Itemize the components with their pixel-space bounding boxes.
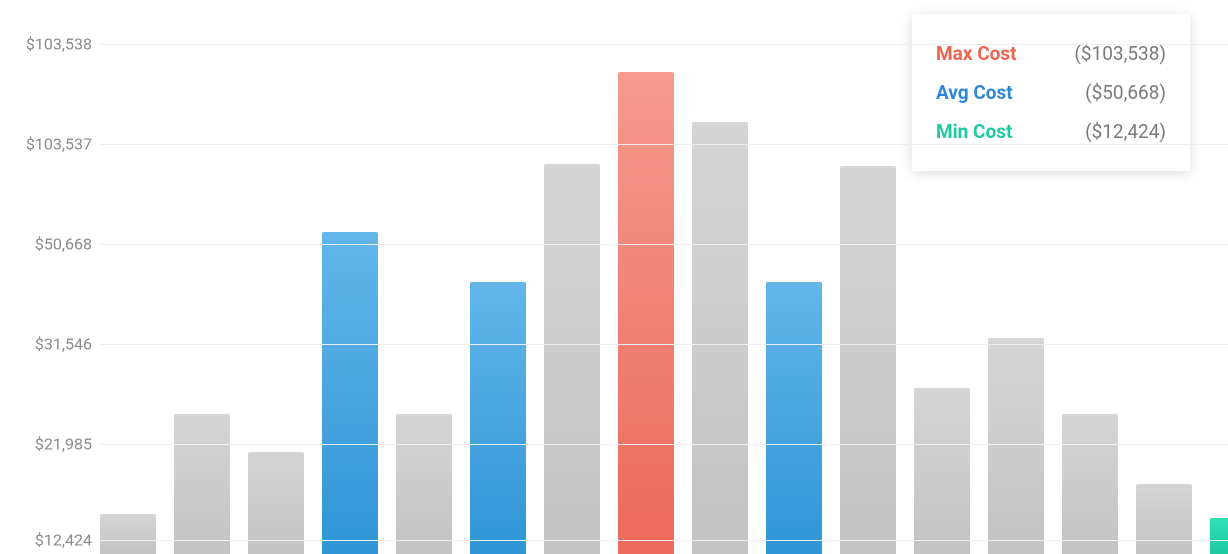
legend-label: Max Cost xyxy=(936,42,1017,65)
cost-bar-chart: $103,538 $103,537 $50,668 $31,546 $21,985 $12… xyxy=(0,0,1228,554)
bar[interactable] xyxy=(544,164,600,554)
grid-line xyxy=(100,344,1228,345)
bar[interactable] xyxy=(914,388,970,554)
y-axis-label: $50,668 xyxy=(35,235,92,254)
legend-row: Min Cost ($12,424) xyxy=(936,112,1166,151)
legend-value: ($103,538) xyxy=(1074,42,1166,65)
bar[interactable] xyxy=(470,282,526,554)
y-axis-label: $103,538 xyxy=(26,35,92,54)
bar[interactable] xyxy=(396,414,452,554)
grid-line xyxy=(100,244,1228,245)
bar[interactable] xyxy=(840,166,896,554)
y-axis-label: $21,985 xyxy=(35,435,92,454)
bar[interactable] xyxy=(988,338,1044,554)
bar[interactable] xyxy=(100,514,156,554)
legend-label: Min Cost xyxy=(936,120,1012,143)
bar[interactable] xyxy=(1210,518,1228,554)
grid-line xyxy=(100,144,1228,145)
y-axis-label: $12,424 xyxy=(35,531,92,550)
bar[interactable] xyxy=(248,452,304,554)
bar[interactable] xyxy=(322,232,378,554)
grid-line xyxy=(100,44,1228,45)
legend-row: Max Cost ($103,538) xyxy=(936,34,1166,73)
bar[interactable] xyxy=(692,122,748,554)
y-axis: $103,538 $103,537 $50,668 $31,546 $21,985 $12… xyxy=(0,0,100,554)
grid-line xyxy=(100,540,1228,541)
y-axis-label: $103,537 xyxy=(26,135,92,154)
bar[interactable] xyxy=(174,414,230,554)
grid-line xyxy=(100,444,1228,445)
legend-value: ($12,424) xyxy=(1085,120,1166,143)
bar[interactable] xyxy=(1062,414,1118,554)
y-axis-label: $31,546 xyxy=(35,335,92,354)
legend-value: ($50,668) xyxy=(1085,81,1166,104)
bar[interactable] xyxy=(1136,484,1192,554)
legend-card: Max Cost ($103,538) Avg Cost ($50,668) Min C… xyxy=(912,14,1190,171)
bar[interactable] xyxy=(766,282,822,554)
legend-label: Avg Cost xyxy=(936,81,1013,104)
legend-row: Avg Cost ($50,668) xyxy=(936,73,1166,112)
